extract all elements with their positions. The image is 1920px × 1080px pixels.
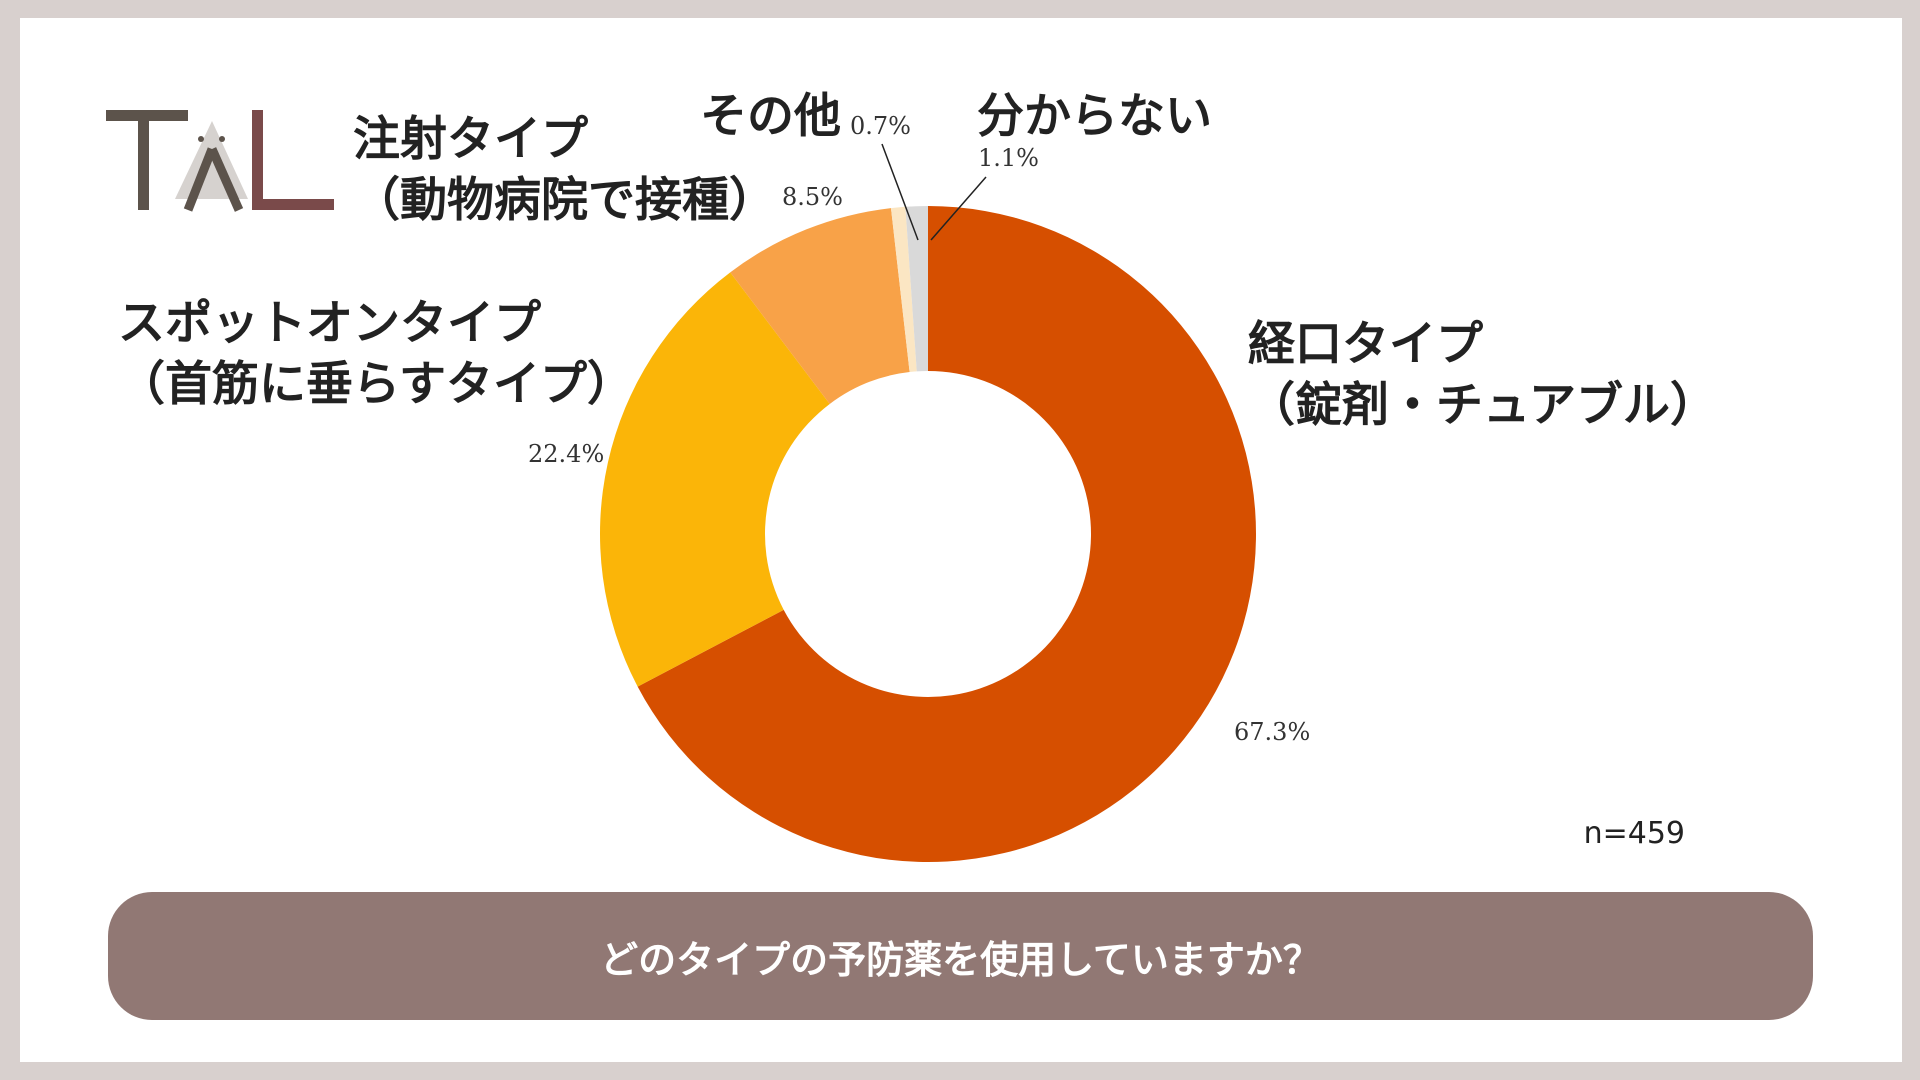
slice-injection bbox=[730, 208, 910, 404]
slice-label-unknown: 分からない bbox=[977, 89, 1212, 144]
sample-size: n=459 bbox=[1583, 816, 1685, 851]
question-banner: どのタイプの予防薬を使用していますか？ bbox=[108, 892, 1813, 1020]
question-text: どのタイプの予防薬を使用していますか？ bbox=[600, 937, 1321, 982]
value-label-injection: 8.5% bbox=[782, 183, 843, 211]
slice-label-spot-on: スポットオンタイプ （首筋に垂らすタイプ） bbox=[118, 296, 635, 413]
slice-oral bbox=[637, 206, 1256, 862]
value-label-oral: 67.3% bbox=[1234, 718, 1311, 746]
leader-lines bbox=[881, 143, 987, 241]
slice-label-injection: 注射タイプ （動物病院で接種） bbox=[353, 112, 776, 229]
slice-other bbox=[890, 206, 917, 373]
value-label-spot-on: 22.4% bbox=[528, 440, 605, 468]
donut-chart bbox=[106, 110, 1256, 862]
slice-unknown bbox=[905, 206, 928, 372]
survey-card: 経口タイプ （錠剤・チュアブル） スポットオンタイプ （首筋に垂らすタイプ） 注… bbox=[20, 18, 1902, 1062]
slice-label-other: その他 bbox=[700, 89, 841, 144]
value-label-unknown: 1.1% bbox=[978, 144, 1039, 172]
value-label-other: 0.7% bbox=[850, 112, 911, 140]
slice-label-oral: 経口タイプ （錠剤・チュアブル） bbox=[1248, 317, 1718, 434]
slice-spot-on bbox=[599, 272, 830, 687]
tal-logo bbox=[106, 110, 334, 212]
